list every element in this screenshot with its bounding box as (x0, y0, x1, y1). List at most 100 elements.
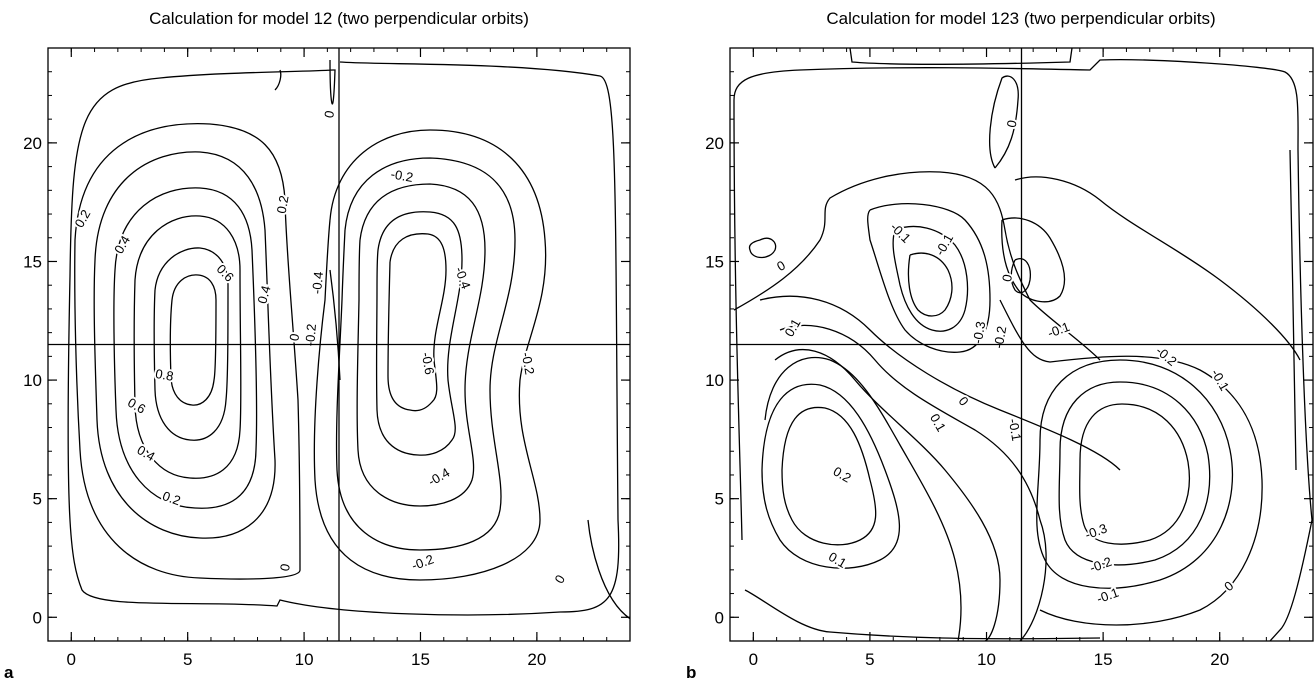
contour-line (733, 59, 1299, 151)
x-tick-label: 20 (1210, 650, 1229, 669)
x-tick-label: 10 (295, 650, 314, 669)
contour-line (387, 233, 447, 412)
contour-label: -0.2 (302, 323, 319, 347)
x-tick-label: 0 (749, 650, 758, 669)
contour-line (764, 356, 962, 641)
contour-line (733, 171, 1101, 361)
x-tick-label: 20 (527, 650, 546, 669)
contour-line (907, 252, 953, 317)
contour-label: -0.1 (1006, 417, 1025, 442)
contour-line (779, 324, 1047, 641)
contour-line (274, 69, 282, 91)
contour-line (587, 519, 630, 620)
panel-title: Calculation for model 12 (two perpendicu… (149, 9, 529, 28)
contour-label: -0.1 (887, 219, 913, 245)
contour-label: 0 (956, 394, 972, 409)
y-tick-label: 10 (705, 371, 724, 390)
contour-line (113, 187, 258, 509)
contour-line (1289, 149, 1297, 471)
y-tick-label: 5 (715, 490, 724, 509)
contour-label: 0 (774, 257, 788, 274)
contour-label: 0.6 (214, 261, 237, 284)
y-tick-label: 10 (23, 371, 42, 390)
y-tick-label: 15 (23, 252, 42, 271)
contour-label: -0.2 (519, 351, 538, 376)
contour-label: 0.4 (111, 233, 133, 256)
x-tick-label: 5 (183, 650, 192, 669)
contour-label: 0 (321, 109, 337, 119)
contour-label: 0.2 (831, 464, 854, 486)
contour-label: -0.2 (390, 166, 415, 185)
contour-line (761, 383, 901, 569)
x-tick-label: 15 (411, 650, 430, 669)
y-tick-label: 5 (33, 490, 42, 509)
contour-label: 0 (277, 563, 293, 573)
contour-label: -0.2 (991, 325, 1010, 350)
contour-line (774, 348, 1001, 641)
contour-line (153, 247, 229, 441)
contour-line (781, 406, 877, 546)
contour-label: 0 (286, 332, 302, 342)
y-tick-label: 20 (23, 134, 42, 153)
panel-a: Calculation for model 12 (two perpendicu… (4, 9, 631, 682)
contour-line (733, 99, 743, 541)
contour-label: -0.4 (309, 271, 326, 295)
x-tick-label: 15 (1094, 650, 1113, 669)
contour-label: -0.2 (410, 551, 436, 573)
y-tick-label: 0 (715, 608, 724, 627)
contour-label: -0.4 (452, 265, 474, 291)
contour-label: 0 (999, 273, 1015, 283)
contour-line (744, 589, 1101, 640)
panel-b: Calculation for model 123 (two perpendic… (686, 9, 1314, 682)
panel-letter: a (4, 663, 14, 682)
x-tick-label: 10 (977, 650, 996, 669)
contour-label: 0.2 (274, 194, 292, 214)
contour-line (1001, 217, 1066, 303)
contour-line (133, 215, 242, 479)
contour-line (1014, 176, 1301, 361)
contour-label: 0 (551, 572, 568, 586)
contour-label: -0.6 (419, 351, 438, 376)
contour-label: -0.3 (970, 320, 989, 345)
contour-line (1058, 381, 1211, 566)
contour-label: 0.1 (782, 316, 804, 339)
contour-line (69, 59, 336, 277)
contour-line (867, 203, 991, 353)
plot-frame (729, 47, 1314, 642)
contour-line (375, 211, 463, 456)
contour-line (1036, 359, 1234, 589)
contour-line (759, 295, 1121, 471)
contour-line (335, 157, 516, 551)
contour-label: 0.2 (71, 207, 93, 230)
contour-label: -0.1 (1208, 366, 1232, 393)
contour-label: -0.4 (425, 465, 452, 489)
contour-line (313, 129, 547, 581)
contour-label: 0.6 (125, 395, 148, 417)
contour-line (1079, 403, 1190, 545)
contour-line (356, 183, 486, 507)
y-tick-label: 20 (705, 134, 724, 153)
contour-label: -0.1 (1046, 319, 1072, 341)
contour-label: -0.3 (1083, 521, 1109, 543)
panel-title: Calculation for model 123 (two perpendic… (826, 9, 1215, 28)
contour-label: -0.2 (1088, 554, 1114, 576)
contour-label: 0.8 (154, 366, 174, 384)
contour-line (1010, 258, 1031, 294)
contour-line (93, 151, 276, 539)
contour-line (1269, 149, 1313, 641)
x-tick-label: 0 (67, 650, 76, 669)
x-tick-label: 5 (865, 650, 874, 669)
y-tick-label: 0 (33, 608, 42, 627)
plot-frame (47, 47, 631, 642)
contour-line (169, 274, 217, 406)
contour-line (748, 237, 777, 259)
contour-line (849, 48, 1073, 65)
contour-label: 0.1 (927, 411, 949, 434)
contour-label: 0 (1004, 119, 1020, 129)
contour-line (999, 299, 1263, 626)
contour-label: -0.1 (932, 231, 956, 258)
contour-label: 0.4 (254, 284, 273, 305)
contour-line (67, 61, 620, 616)
y-tick-label: 15 (705, 252, 724, 271)
